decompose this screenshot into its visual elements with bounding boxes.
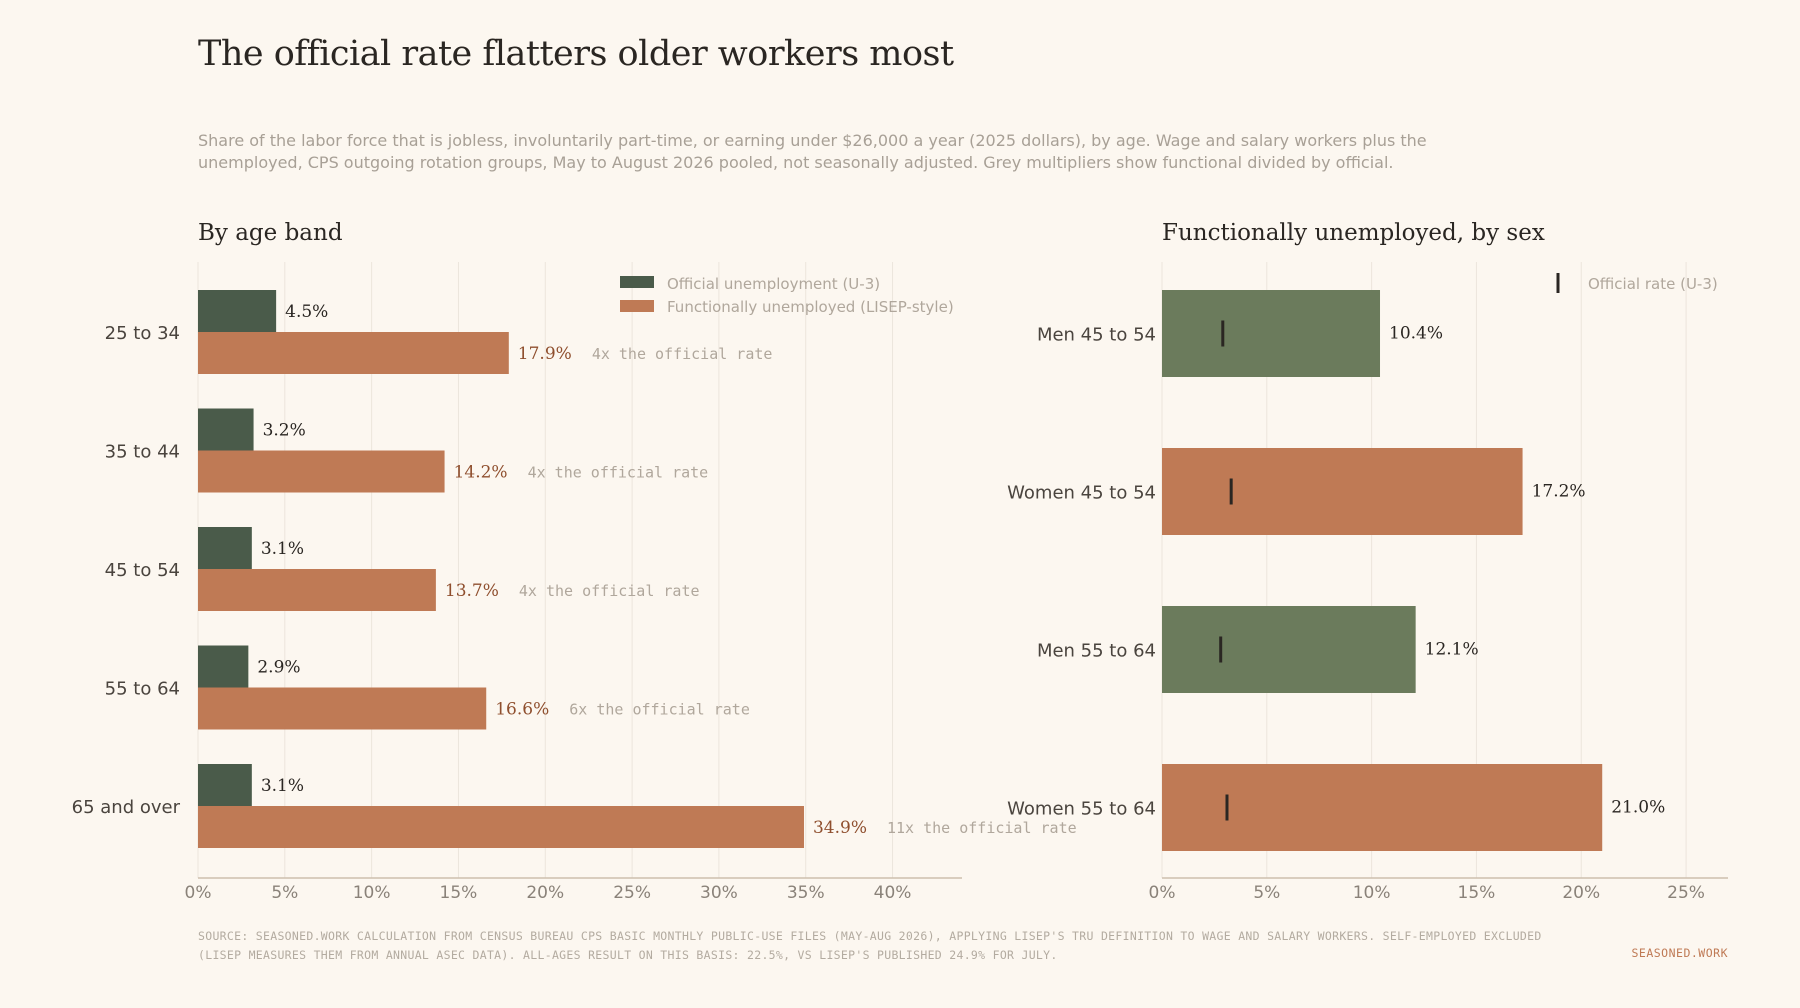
chart-title: The official rate flatters older workers… (198, 34, 954, 74)
multiplier-label: 4x the official rate (528, 464, 709, 482)
x-tick-label: 20% (1562, 883, 1600, 903)
x-tick-label: 5% (1253, 883, 1280, 903)
source-note: SOURCE: SEASONED.WORK CALCULATION FROM C… (198, 929, 1542, 962)
x-tick-label: 25% (1667, 883, 1705, 903)
value-label: 17.2% (1532, 482, 1586, 502)
functional-bar (198, 569, 436, 611)
value-label: 12.1% (1425, 640, 1479, 660)
x-tick-label: 25% (613, 883, 651, 903)
category-label: Women 55 to 64 (1007, 799, 1156, 820)
functional-bar (198, 450, 445, 493)
multiplier-label: 11x the official rate (887, 819, 1077, 837)
category-label: 25 to 34 (105, 323, 180, 344)
chart-subtitle: Share of the labor force that is jobless… (198, 131, 1427, 172)
functional-value-label: 16.6% (495, 700, 549, 720)
functional-value-label: 13.7% (445, 581, 499, 601)
category-label: Women 45 to 54 (1007, 483, 1156, 504)
official-bar (198, 764, 252, 806)
x-tick-label: 10% (353, 883, 391, 903)
legend-swatch-functional (620, 300, 654, 312)
official-value-label: 2.9% (257, 658, 300, 678)
x-tick-label: 35% (787, 883, 825, 903)
x-tick-label: 40% (874, 883, 912, 903)
category-label: Men 45 to 54 (1037, 325, 1156, 346)
x-tick-label: 15% (1458, 883, 1496, 903)
official-value-label: 3.1% (261, 539, 304, 559)
functional-value-label: 14.2% (454, 463, 508, 483)
multiplier-label: 4x the official rate (519, 582, 700, 600)
legend-label-functional: Functionally unemployed (LISEP-style) (667, 298, 954, 316)
x-tick-label: 0% (1149, 883, 1176, 903)
official-bar (198, 645, 249, 688)
legend-label-official: Official unemployment (U-3) (667, 275, 880, 293)
functional-bar (1162, 606, 1416, 693)
value-label: 21.0% (1611, 798, 1665, 818)
legend-label-official: Official rate (U-3) (1588, 275, 1718, 293)
category-label: Men 55 to 64 (1037, 641, 1156, 662)
x-tick-label: 30% (700, 883, 738, 903)
official-bar (198, 290, 277, 332)
official-bar (198, 408, 254, 451)
value-label: 10.4% (1389, 324, 1443, 344)
x-tick-label: 10% (1353, 883, 1391, 903)
official-value-label: 3.2% (263, 421, 306, 441)
x-tick-label: 5% (271, 883, 298, 903)
x-tick-label: 20% (526, 883, 564, 903)
right-panel-title: Functionally unemployed, by sex (1162, 220, 1545, 246)
functional-bar (1162, 764, 1603, 851)
x-tick-label: 15% (440, 883, 478, 903)
left-panel-title: By age band (198, 220, 343, 246)
functional-bar (1162, 290, 1381, 377)
x-tick-label: 0% (185, 883, 212, 903)
multiplier-label: 6x the official rate (569, 701, 750, 719)
official-value-label: 4.5% (285, 302, 328, 322)
legend-swatch-official (620, 276, 654, 288)
multiplier-label: 4x the official rate (592, 345, 773, 363)
category-label: 65 and over (72, 797, 181, 818)
category-label: 55 to 64 (105, 679, 180, 700)
functional-bar (198, 687, 487, 730)
functional-bar (1162, 448, 1523, 535)
official-value-label: 3.1% (261, 776, 304, 796)
functional-bar (198, 806, 804, 848)
brand-mark: SEASONED.WORK (1631, 946, 1728, 960)
functional-value-label: 34.9% (813, 818, 867, 838)
functional-bar (198, 332, 509, 374)
official-bar (198, 527, 252, 569)
category-label: 35 to 44 (105, 442, 180, 463)
functional-value-label: 17.9% (518, 344, 572, 364)
category-label: 45 to 54 (105, 560, 180, 581)
